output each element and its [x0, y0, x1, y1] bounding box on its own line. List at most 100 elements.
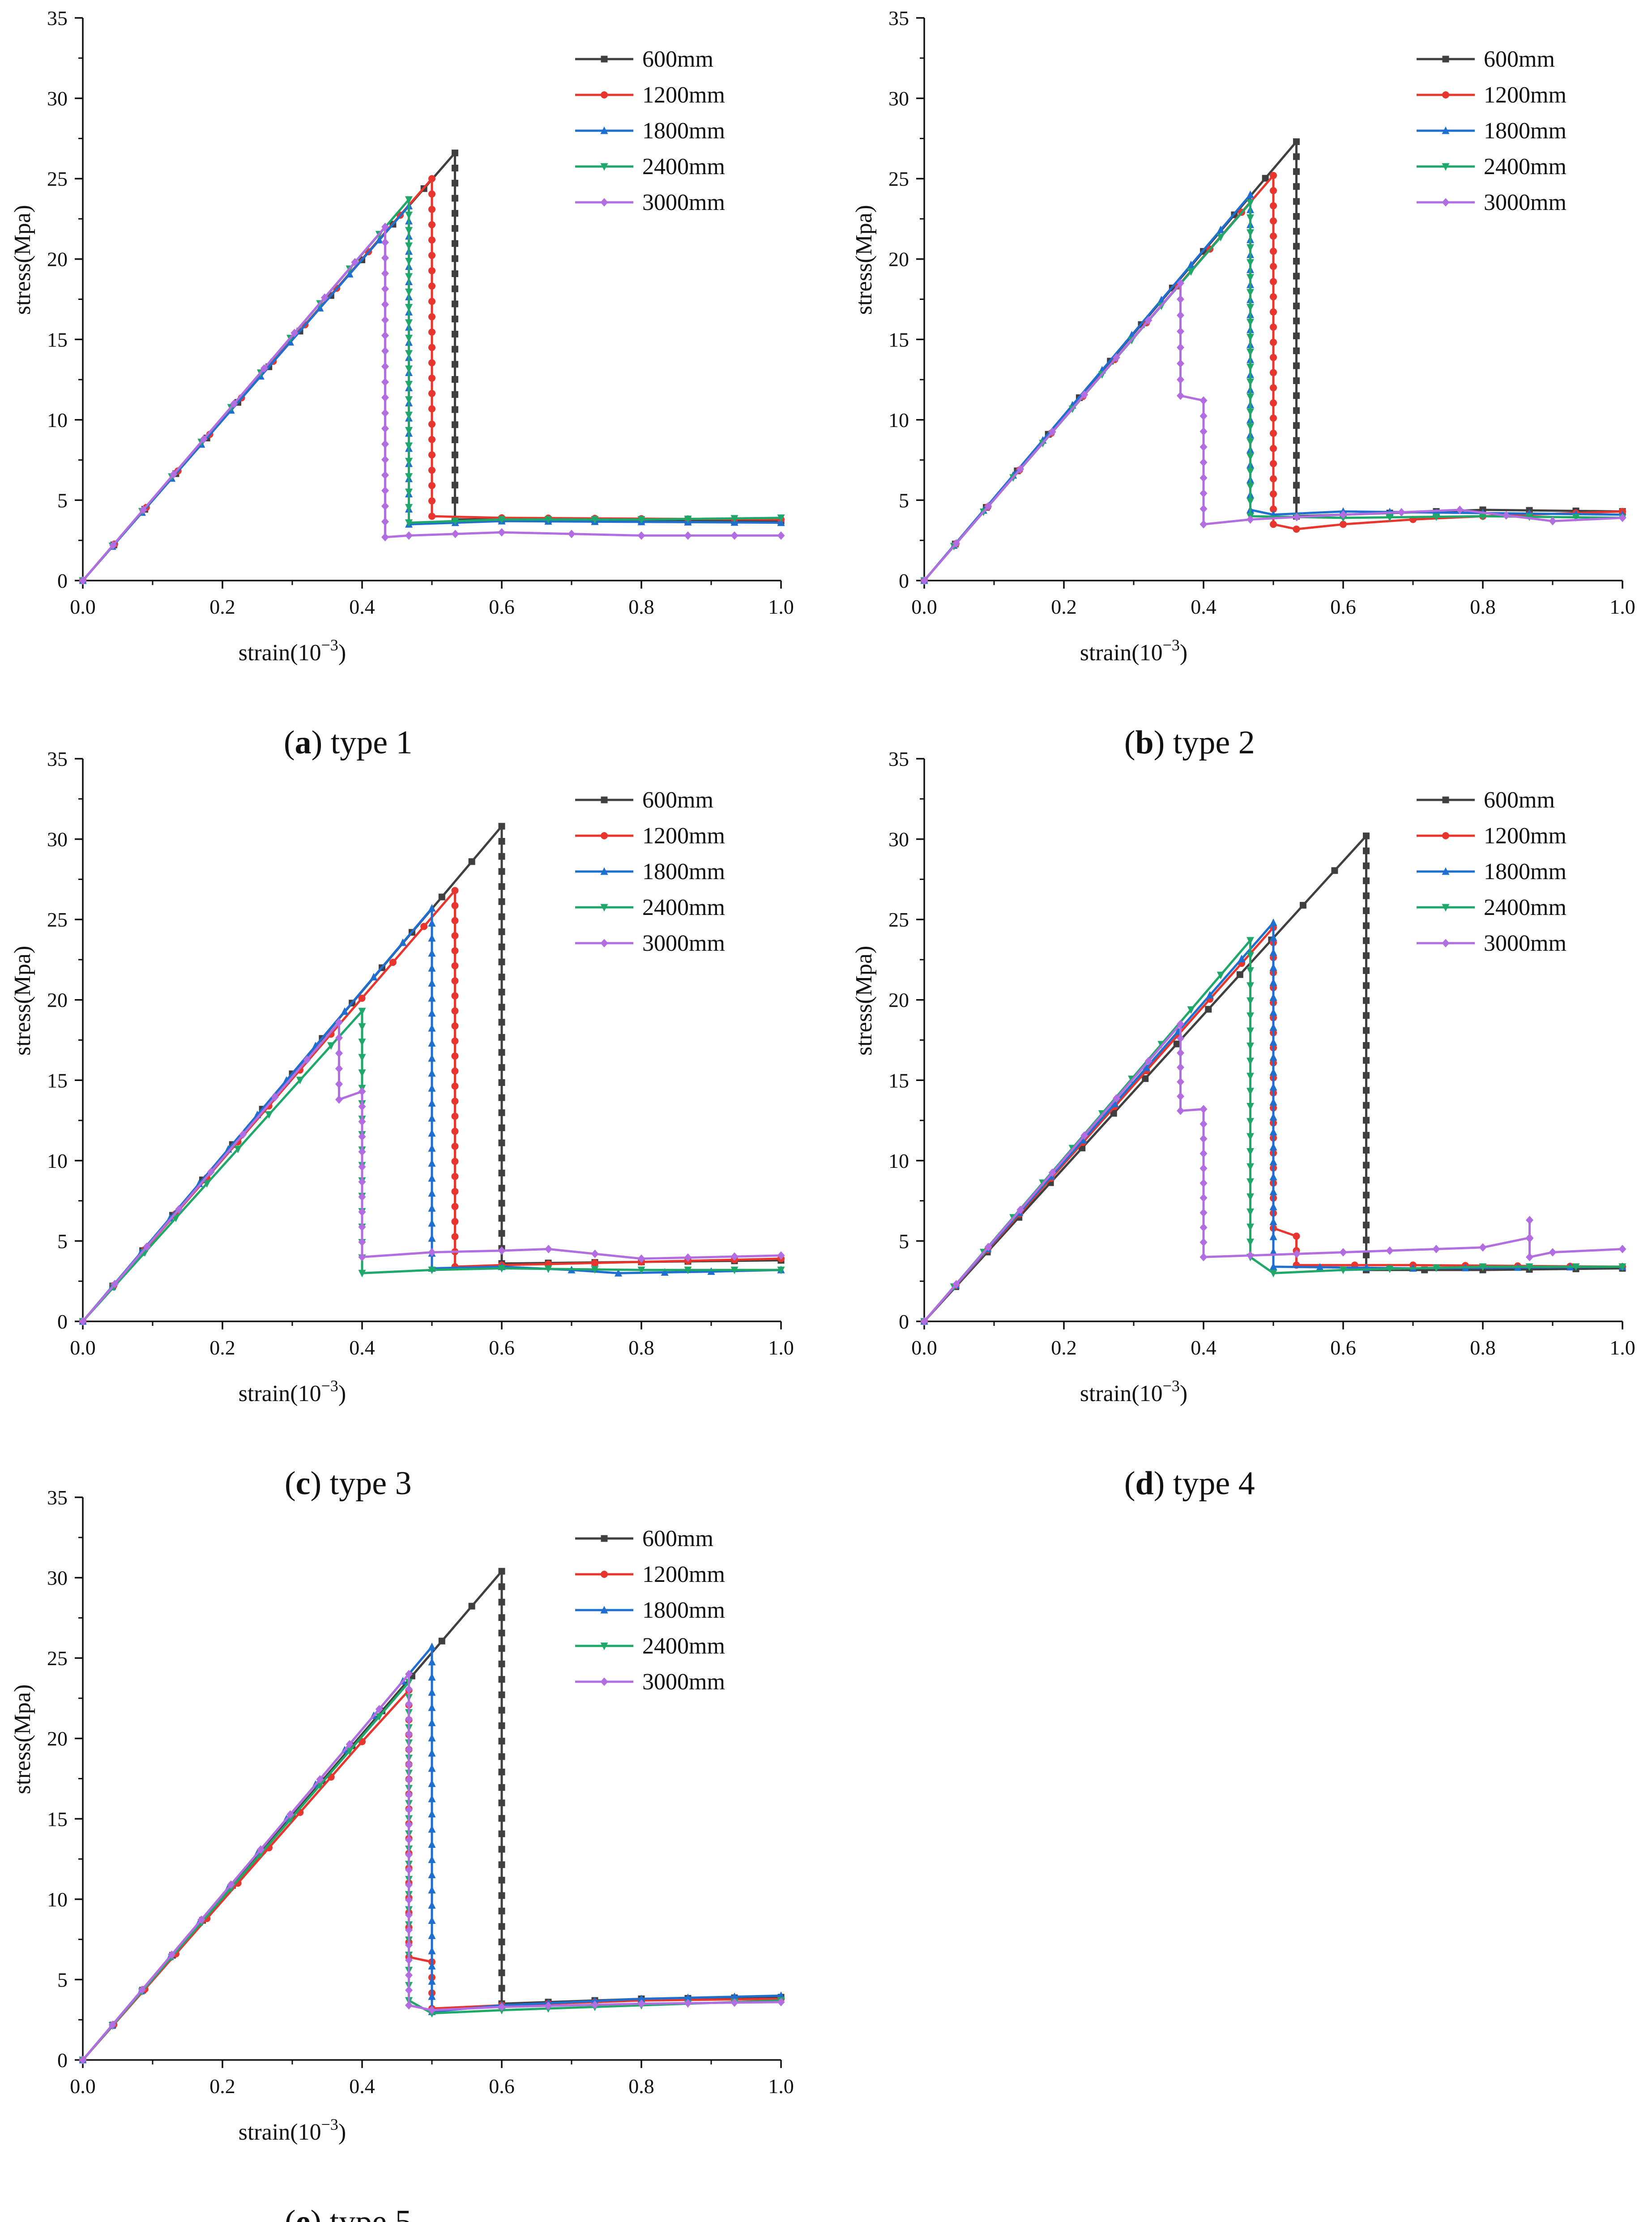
data-point	[498, 823, 505, 830]
data-point	[1269, 1172, 1277, 1180]
data-point	[498, 1691, 505, 1698]
data-point	[498, 958, 505, 966]
data-point	[684, 531, 692, 540]
legend-marker	[600, 1677, 608, 1686]
data-point	[358, 1054, 366, 1062]
y-tick-label: 30	[888, 87, 909, 110]
data-point	[498, 1109, 505, 1116]
data-point	[428, 1871, 436, 1879]
data-point	[1270, 338, 1277, 346]
data-point	[1270, 217, 1277, 225]
chart-panel-c: 0 5 10 15 20 25 30 35 0.0 0.2 0.4 0.6 0.8 1.0 strain(1…	[10, 748, 794, 1502]
data-point	[1200, 411, 1208, 420]
y-tick-label: 35	[47, 7, 68, 30]
data-point	[428, 1642, 436, 1650]
chart-panel-b: 0 5 10 15 20 25 30 35 0.0 0.2 0.4 0.6 0.8 1.0 strain(1…	[851, 7, 1635, 761]
data-point	[451, 1037, 459, 1045]
data-point	[1362, 1147, 1370, 1154]
data-point	[451, 270, 458, 278]
data-point	[730, 1266, 738, 1274]
data-point	[1200, 1105, 1208, 1114]
data-point	[1269, 963, 1277, 971]
legend-marker	[1442, 796, 1449, 803]
data-point	[1246, 1239, 1255, 1247]
data-point	[428, 1840, 436, 1848]
data-point	[1079, 1136, 1087, 1144]
data-point	[1177, 279, 1185, 288]
legend-marker	[600, 904, 608, 912]
data-point	[1269, 1269, 1277, 1278]
data-point	[428, 1099, 436, 1107]
data-point	[239, 1130, 247, 1139]
data-point	[358, 1147, 366, 1156]
legend-marker	[601, 56, 608, 63]
data-point	[381, 238, 389, 247]
legend: 600mm 1200mm 1800mm 2400mm 3000mm	[575, 1526, 725, 1695]
data-point	[1177, 1077, 1185, 1086]
caption-open: (	[1124, 724, 1135, 761]
data-point	[1432, 1244, 1440, 1253]
data-point	[79, 2055, 87, 2064]
data-point	[451, 1007, 459, 1015]
data-point	[428, 344, 435, 351]
data-point	[1246, 378, 1255, 386]
data-point	[451, 1128, 459, 1135]
data-point	[1618, 1244, 1626, 1253]
y-axis-title: stress(Mpa)	[851, 205, 877, 315]
data-point	[1269, 978, 1277, 986]
data-point	[1246, 997, 1255, 1005]
data-point	[1572, 1263, 1580, 1271]
data-point	[405, 411, 413, 419]
y-tick-label: 35	[47, 1486, 68, 1509]
data-point	[1340, 521, 1347, 528]
data-point	[358, 1038, 366, 1047]
data-point	[1293, 138, 1300, 145]
data-point	[405, 488, 413, 496]
data-point	[1362, 982, 1370, 989]
y-tick-label: 25	[47, 167, 68, 190]
data-point	[730, 1998, 738, 2007]
y-tick-label: 30	[888, 828, 909, 851]
data-point	[335, 1080, 343, 1089]
data-point	[1177, 295, 1185, 303]
data-point	[777, 1266, 785, 1274]
data-point	[498, 1799, 505, 1807]
data-point	[405, 442, 413, 450]
data-point	[1144, 316, 1153, 325]
data-point	[1362, 1027, 1370, 1034]
data-point	[1246, 483, 1255, 491]
data-point	[498, 1938, 505, 1945]
data-point	[684, 1266, 692, 1274]
data-point	[451, 1082, 459, 1090]
data-point	[1293, 422, 1300, 429]
data-point	[428, 1144, 436, 1152]
data-point	[1048, 1168, 1056, 1177]
data-point	[498, 528, 506, 537]
data-point	[1270, 202, 1277, 209]
data-point	[498, 1676, 505, 1683]
data-point	[428, 1931, 436, 1939]
data-point	[138, 1985, 146, 1994]
data-point	[1293, 183, 1300, 190]
data-point	[405, 1880, 413, 1889]
data-point	[544, 516, 552, 524]
data-point	[451, 436, 458, 444]
data-point	[1200, 442, 1208, 451]
legend-marker	[1442, 163, 1450, 171]
data-point	[1362, 937, 1370, 944]
data-point	[468, 1602, 475, 1610]
data-point	[684, 1999, 692, 2008]
data-point	[428, 282, 435, 290]
data-point	[498, 1079, 505, 1086]
data-point	[591, 1266, 599, 1274]
legend-label: 3000mm	[1484, 931, 1567, 956]
data-point	[1386, 1265, 1394, 1273]
data-point	[451, 240, 458, 247]
y-tick-label: 35	[47, 748, 68, 770]
data-point	[684, 1993, 692, 2001]
data-point	[428, 1703, 436, 1711]
data-point	[498, 1064, 505, 1071]
data-point	[358, 1008, 366, 1016]
data-point	[335, 1064, 343, 1073]
y-tick-label: 30	[47, 87, 68, 110]
